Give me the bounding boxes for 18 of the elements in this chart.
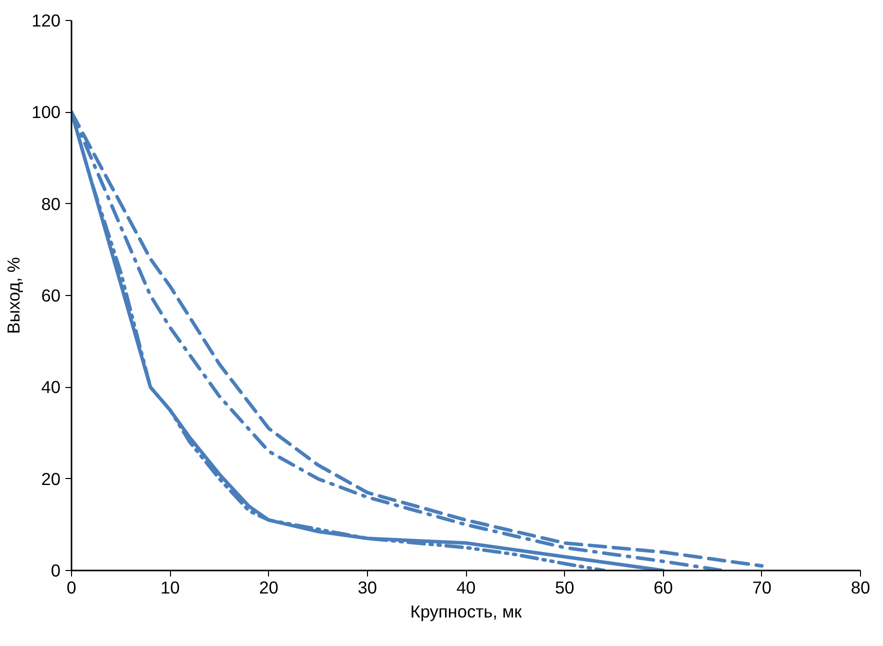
y-tick-label: 100: [32, 102, 61, 122]
y-tick-label: 80: [41, 194, 61, 214]
x-tick-label: 70: [752, 578, 772, 598]
y-tick-label: 0: [50, 560, 61, 580]
x-tick-label: 0: [66, 578, 76, 598]
x-tick-label: 30: [358, 578, 378, 598]
x-tick-label: 20: [259, 578, 278, 598]
x-tick-label: 50: [554, 578, 574, 598]
x-tick-label: 40: [456, 578, 476, 598]
y-axis-title: Выход, %: [4, 257, 24, 334]
y-tick-label: 60: [41, 286, 61, 306]
y-tick-label: 40: [41, 377, 61, 398]
x-tick-label: 10: [160, 578, 180, 598]
x-axis-title: Крупность, мк: [410, 602, 522, 622]
x-tick-label: 80: [850, 578, 870, 598]
y-tick-label: 20: [41, 468, 61, 489]
y-tick-label: 120: [32, 10, 61, 30]
x-tick-label: 60: [654, 578, 673, 598]
